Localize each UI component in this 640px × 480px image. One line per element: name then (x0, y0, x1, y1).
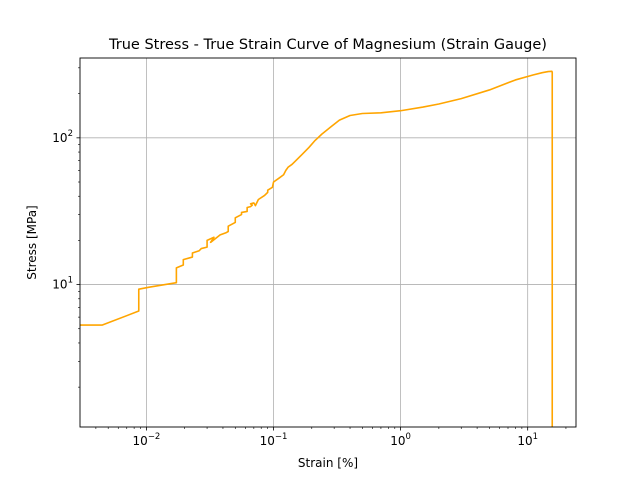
x-axis-label: Strain [%] (298, 456, 358, 470)
x-tick-base: 10 (260, 434, 275, 448)
y-tick-exponent: 1 (68, 276, 73, 286)
y-tick-label: 101 (52, 276, 73, 292)
x-tick-base: 10 (133, 434, 148, 448)
x-tick-exponent: −1 (275, 432, 288, 442)
y-tick-base: 10 (52, 278, 67, 292)
x-tick-label: 100 (390, 432, 411, 448)
chart-title: True Stress - True Strain Curve of Magne… (108, 37, 547, 53)
x-tick-exponent: 0 (406, 432, 411, 442)
x-tick-exponent: 1 (533, 432, 538, 442)
x-tick-label: 101 (517, 432, 538, 448)
x-tick-label: 10−2 (133, 432, 161, 448)
grid-layer (80, 58, 576, 427)
axes-frame (79, 57, 577, 428)
series-line (80, 70, 554, 427)
x-tick-exponent: −2 (148, 432, 161, 442)
y-tick-exponent: 2 (68, 129, 73, 139)
y-tick-label: 102 (52, 129, 73, 145)
series-layer (80, 70, 554, 427)
y-axis-label: Stress [MPa] (25, 205, 39, 279)
x-tick-label: 10−1 (260, 432, 288, 448)
x-tick-base: 10 (390, 434, 405, 448)
x-tick-base: 10 (517, 434, 532, 448)
y-tick-base: 10 (52, 131, 67, 145)
